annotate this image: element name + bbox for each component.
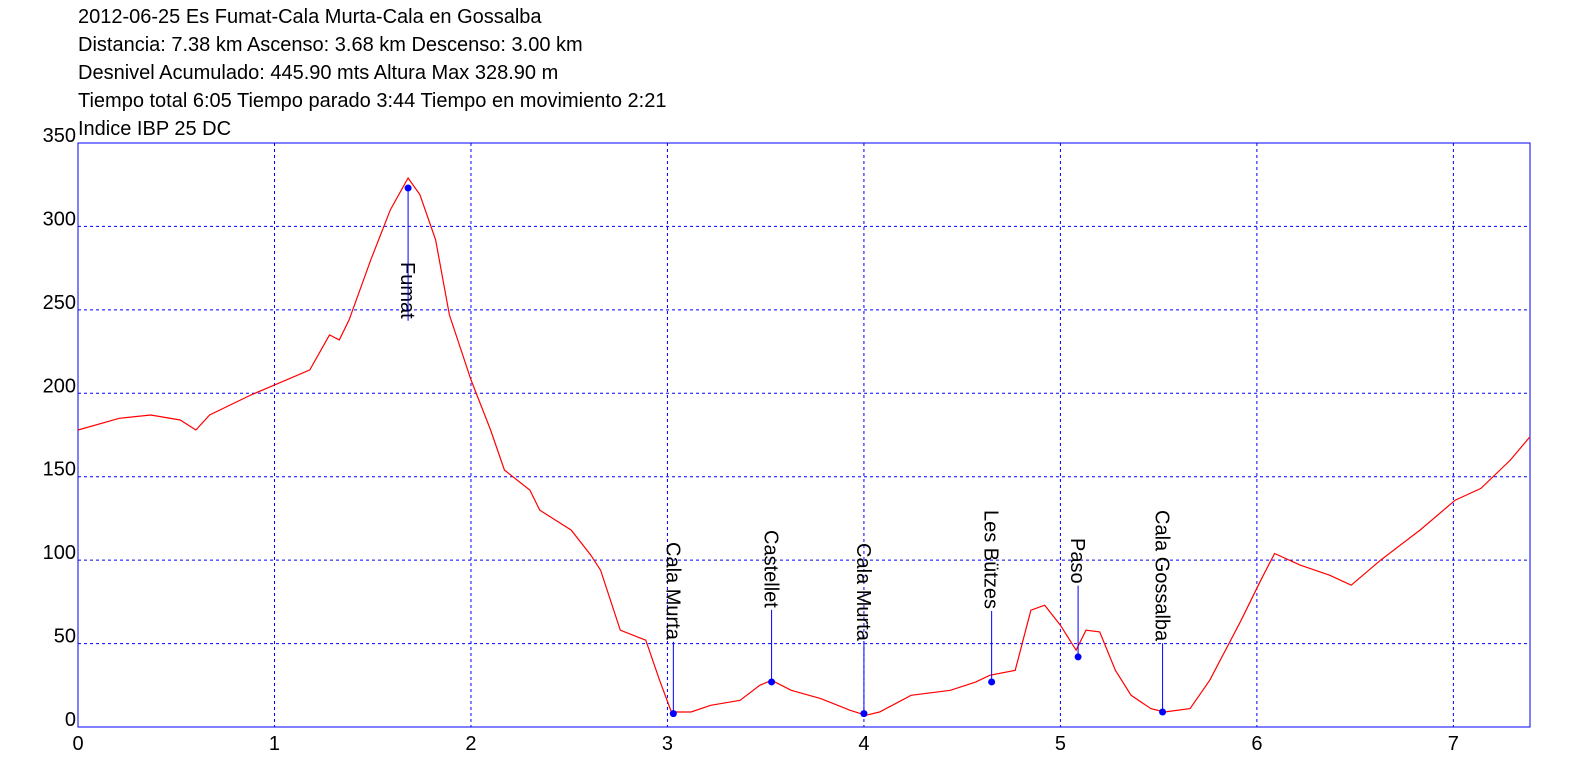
waypoint-label: Les Bützes — [980, 510, 1002, 609]
y-tick-label: 150 — [43, 459, 76, 481]
x-tick-label: 6 — [1251, 733, 1262, 755]
x-tick-label: 4 — [858, 733, 869, 755]
x-tick-label: 1 — [269, 733, 280, 755]
x-tick-label: 2 — [465, 733, 476, 755]
waypoint-label: Cala Gossalba — [1151, 510, 1173, 642]
waypoint-label: Castellet — [760, 530, 782, 608]
x-tick-label: 5 — [1055, 733, 1066, 755]
y-tick-label: 250 — [43, 292, 76, 314]
title-line: Distancia: 7.38 km Ascenso: 3.68 km Desc… — [78, 34, 583, 56]
waypoint-marker — [1074, 653, 1082, 661]
title-line: Tiempo total 6:05 Tiempo parado 3:44 Tie… — [78, 90, 667, 112]
title-line: 2012-06-25 Es Fumat-Cala Murta-Cala en G… — [78, 6, 542, 28]
x-tick-label: 3 — [662, 733, 673, 755]
x-tick-label: 0 — [72, 733, 83, 755]
waypoint-marker — [860, 710, 868, 718]
y-tick-label: 350 — [43, 125, 76, 147]
title-line: Desnivel Acumulado: 445.90 mts Altura Ma… — [78, 62, 558, 84]
plot-frame — [77, 142, 1531, 728]
waypoint-label: Cala Murta — [852, 543, 874, 642]
x-tick-label: 7 — [1448, 733, 1459, 755]
waypoint-marker — [404, 184, 412, 192]
waypoint-marker — [988, 678, 996, 686]
waypoint-marker — [1159, 708, 1167, 716]
waypoint-label: Fumat — [396, 262, 418, 319]
waypoint-label: Cala Murta — [661, 542, 683, 641]
y-tick-label: 50 — [54, 626, 76, 648]
title-line: Indice IBP 25 DC — [78, 118, 231, 140]
waypoint-marker — [768, 678, 776, 686]
y-tick-label: 300 — [43, 208, 76, 230]
y-tick-label: 100 — [43, 542, 76, 564]
elevation-line — [77, 176, 1531, 716]
waypoint-label: Paso — [1066, 538, 1088, 584]
y-tick-label: 0 — [65, 709, 76, 731]
y-tick-label: 200 — [43, 375, 76, 397]
waypoint-marker — [669, 710, 677, 718]
